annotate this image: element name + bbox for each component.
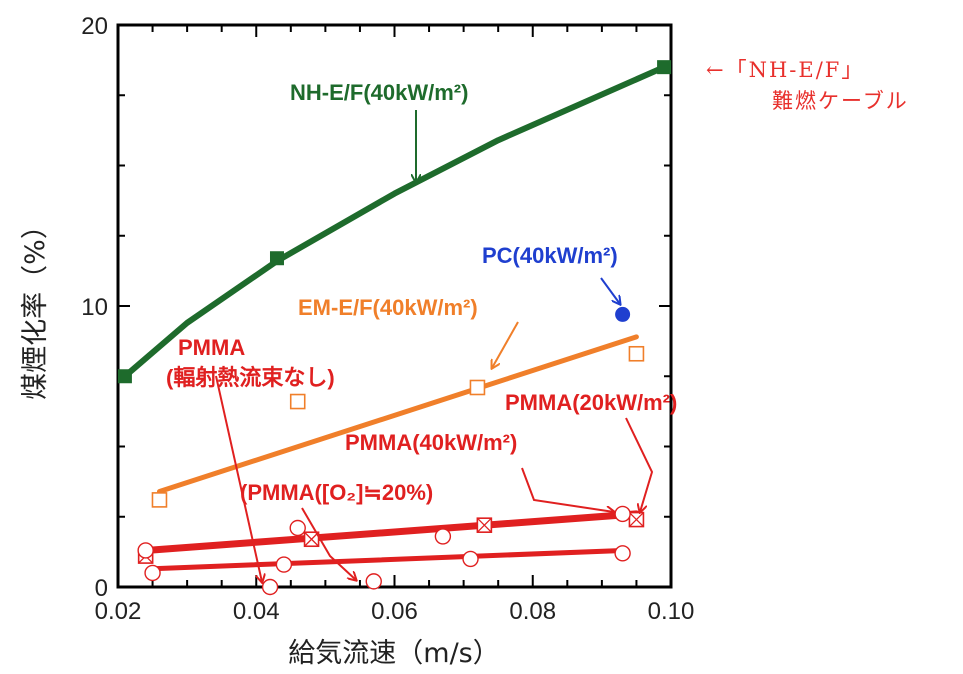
y-tick-label: 20 bbox=[81, 13, 108, 40]
data-point bbox=[137, 542, 154, 559]
data-point bbox=[657, 60, 672, 75]
data-point bbox=[144, 564, 161, 582]
data-point bbox=[261, 578, 279, 596]
data-point bbox=[289, 393, 306, 410]
tick-labels: 0.02 0.04 0.06 0.08 0.10 0 10 20 bbox=[81, 13, 694, 625]
fit-lines bbox=[121, 64, 668, 572]
data-point bbox=[469, 379, 486, 396]
data-point bbox=[615, 306, 631, 322]
x-tick-label: 0.08 bbox=[509, 598, 556, 625]
annotation-arrows bbox=[215, 110, 654, 582]
data-point bbox=[628, 511, 645, 528]
fit-line bbox=[142, 510, 640, 554]
label-pmma-o2: (PMMA([O₂]≒20%) bbox=[240, 480, 433, 505]
x-axis-label: 給気流速（m/s） bbox=[288, 638, 499, 669]
data-point bbox=[628, 345, 645, 362]
data-point bbox=[289, 519, 306, 537]
label-pmma-40: PMMA(40kW/m²) bbox=[345, 430, 517, 455]
y-tick-label: 0 bbox=[95, 575, 108, 602]
side-note-line1: ←「NH-E/F」 bbox=[706, 58, 865, 82]
label-pc: PC(40kW/m²) bbox=[482, 243, 618, 268]
data-point bbox=[614, 505, 631, 523]
arrow-pmma-o2 bbox=[301, 507, 356, 580]
arrow-pc bbox=[600, 277, 620, 304]
data-point bbox=[434, 528, 452, 545]
y-axis-label: 煤煙化率（%） bbox=[20, 212, 51, 400]
data-point bbox=[462, 550, 479, 568]
label-pmma-20: PMMA(20kW/m²) bbox=[505, 390, 677, 415]
arrow-pmma-no-flux bbox=[215, 375, 262, 582]
fit-line bbox=[121, 64, 668, 380]
data-point bbox=[303, 531, 320, 548]
data-point bbox=[117, 369, 132, 384]
fit-line bbox=[157, 334, 639, 494]
data-point bbox=[269, 251, 284, 266]
data-point bbox=[275, 556, 293, 573]
label-em-ef: EM-E/F(40kW/m²) bbox=[298, 295, 478, 320]
x-tick-label: 0.02 bbox=[95, 598, 142, 625]
arrow-pmma-40 bbox=[521, 467, 614, 512]
fit-line bbox=[150, 548, 626, 572]
y-tick-label: 10 bbox=[81, 294, 108, 321]
data-point bbox=[614, 545, 631, 562]
x-tick-label: 0.04 bbox=[233, 598, 280, 625]
arrow-pmma-20 bbox=[625, 417, 654, 512]
x-tick-label: 0.10 bbox=[648, 598, 695, 625]
data-point bbox=[365, 573, 382, 590]
data-point bbox=[151, 492, 168, 508]
x-tick-label: 0.06 bbox=[371, 598, 418, 625]
arrow-em-ef bbox=[492, 321, 519, 368]
axis-ticks bbox=[117, 24, 672, 588]
side-note-line2: 難燃ケーブル bbox=[772, 89, 909, 113]
data-point bbox=[476, 517, 493, 533]
label-pmma: PMMA bbox=[178, 335, 245, 360]
label-pmma-no-flux: (輻射熱流束なし) bbox=[166, 365, 335, 390]
label-nh-ef: NH-E/F(40kW/m²) bbox=[290, 80, 468, 105]
data-points bbox=[117, 60, 672, 596]
